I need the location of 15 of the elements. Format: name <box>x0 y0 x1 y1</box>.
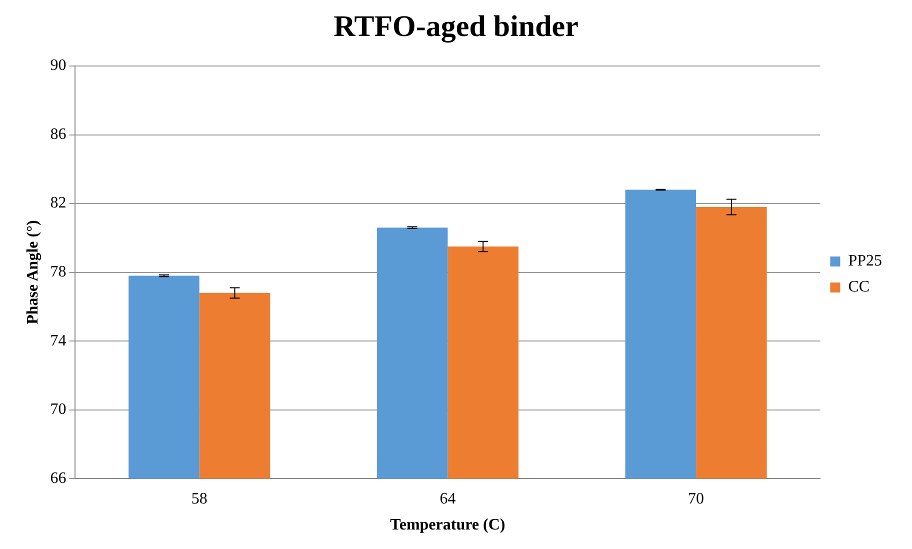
y-tick-label: 66 <box>50 470 66 487</box>
y-tick-label: 74 <box>50 332 66 350</box>
y-tick-label: 86 <box>50 126 66 143</box>
x-tick-label: 58 <box>191 490 208 508</box>
legend-label: CC <box>848 278 870 296</box>
chart-title: RTFO-aged binder <box>334 10 578 43</box>
y-tick-label: 70 <box>50 401 66 418</box>
y-tick-label: 78 <box>50 264 66 281</box>
y-axis-title: Phase Angle (°) <box>24 220 42 324</box>
x-tick-label: 64 <box>440 490 456 508</box>
y-tick-label: 82 <box>50 194 66 212</box>
x-tick-label: 70 <box>688 490 704 508</box>
y-tick-label: 90 <box>50 57 66 74</box>
legend-label: PP25 <box>848 252 882 270</box>
x-axis-title: Temperature (C) <box>390 516 506 534</box>
